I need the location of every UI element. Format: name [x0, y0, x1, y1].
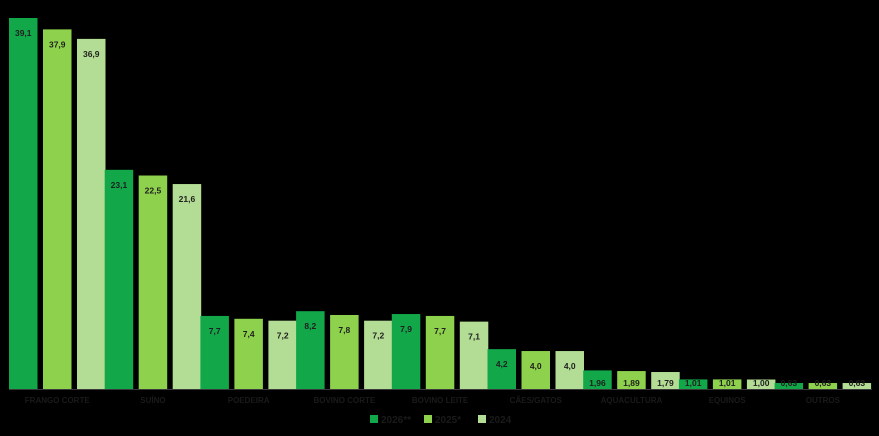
bar-suino-2024 — [172, 184, 202, 389]
value-label-bovino-corte-2026: 8,2 — [304, 321, 316, 331]
category-label-bovino-leite: BOVINO LEITE — [412, 396, 469, 405]
bar-aquacultura-2024 — [651, 372, 680, 389]
value-label-outros-2025: 0,63 — [815, 378, 832, 388]
value-label-suino-2025: 22,5 — [145, 186, 162, 196]
bar-bovino-leite-2026 — [391, 314, 421, 389]
bars-group — [9, 18, 872, 390]
category-label-outros: OUTROS — [806, 396, 841, 405]
value-label-poedeira-2024: 7,2 — [277, 331, 289, 341]
value-label-aquacultura-2026: 1,96 — [589, 378, 606, 388]
bar-caes-gatos-2026 — [487, 349, 516, 389]
bar-caes-gatos-2025 — [521, 351, 550, 389]
value-label-bovino-corte-2025: 7,8 — [338, 325, 350, 335]
value-label-frango-corte-2024: 36,9 — [83, 49, 100, 59]
bar-frango-corte-2026 — [9, 18, 38, 389]
bar-outros-2026 — [774, 383, 804, 389]
bar-aquacultura-2026 — [583, 370, 612, 389]
bar-bovino-corte-2026 — [296, 311, 325, 389]
value-label-equinos-2026: 1,01 — [685, 378, 702, 388]
value-label-bovino-corte-2024: 7,2 — [372, 331, 384, 341]
value-label-equinos-2024: 1,00 — [753, 378, 770, 388]
category-label-bovino-corte: BOVINO CORTE — [313, 396, 375, 405]
value-label-frango-corte-2026: 39,1 — [15, 28, 32, 38]
bar-outros-2024 — [842, 383, 872, 389]
legend-swatch-2025 — [424, 415, 432, 423]
legend-label-2025: 2025* — [435, 415, 461, 426]
bar-equinos-2026 — [678, 379, 708, 389]
bar-frango-corte-2024 — [77, 38, 106, 389]
legend-label-2024: 2024 — [489, 415, 512, 426]
value-label-poedeira-2026: 7,7 — [209, 326, 221, 336]
value-labels-group: 39,1 37,9 36,9 23,1 22,5 21,6 7,7 7,4 7,2 8,2 7,8 7… — [15, 28, 865, 388]
value-label-aquacultura-2024: 1,79 — [657, 378, 674, 388]
value-label-caes-gatos-2024: 4,0 — [564, 361, 576, 371]
legend-label-2026: 2026** — [381, 415, 411, 426]
value-label-frango-corte-2025: 37,9 — [49, 39, 66, 49]
value-label-equinos-2025: 1,01 — [719, 378, 736, 388]
bar-bovino-corte-2025 — [330, 314, 359, 389]
value-label-caes-gatos-2025: 4,0 — [530, 361, 542, 371]
category-label-equinos: EQUINOS — [709, 396, 747, 405]
bar-poedeira-2026 — [200, 315, 229, 389]
category-labels-group: FRANGO CORTE SUÍNO POEDEIRA BOVINO CORTE BOV… — [25, 396, 841, 405]
bar-bovino-leite-2025 — [425, 315, 455, 389]
bar-poedeira-2024 — [268, 320, 297, 389]
bar-bovino-corte-2024 — [364, 320, 393, 389]
legend: 2026** 2025* 2024 — [370, 415, 512, 426]
value-label-outros-2024: 0,63 — [849, 378, 866, 388]
value-label-caes-gatos-2026: 4,2 — [496, 359, 508, 369]
bar-aquacultura-2025 — [617, 371, 646, 389]
value-label-aquacultura-2025: 1,89 — [623, 378, 640, 388]
legend-swatch-2026 — [370, 415, 378, 423]
bar-suino-2026 — [104, 169, 134, 389]
value-label-poedeira-2025: 7,4 — [243, 329, 255, 339]
bar-frango-corte-2025 — [43, 29, 72, 389]
value-label-bovino-leite-2026: 7,9 — [400, 324, 412, 334]
bar-equinos-2024 — [746, 379, 776, 389]
bar-caes-gatos-2024 — [555, 351, 584, 389]
bar-bovino-leite-2024 — [459, 321, 489, 389]
category-label-frango-corte: FRANGO CORTE — [25, 396, 91, 405]
category-label-aquacultura: AQUACULTURA — [601, 396, 663, 405]
category-label-poedeira: POEDEIRA — [228, 396, 270, 405]
category-label-caes-gatos: CÃES/GATOS — [510, 396, 563, 405]
bar-suino-2025 — [138, 175, 168, 389]
value-label-bovino-leite-2025: 7,7 — [434, 326, 446, 336]
value-label-outros-2026: 0,63 — [781, 378, 798, 388]
category-label-suino: SUÍNO — [140, 396, 165, 405]
value-label-suino-2026: 23,1 — [111, 180, 128, 190]
legend-swatch-2024 — [478, 415, 486, 423]
bar-outros-2025 — [808, 383, 838, 389]
value-label-bovino-leite-2024: 7,1 — [468, 332, 480, 342]
bar-equinos-2025 — [712, 379, 742, 389]
bar-poedeira-2025 — [234, 318, 263, 389]
value-label-suino-2024: 21,6 — [179, 194, 196, 204]
